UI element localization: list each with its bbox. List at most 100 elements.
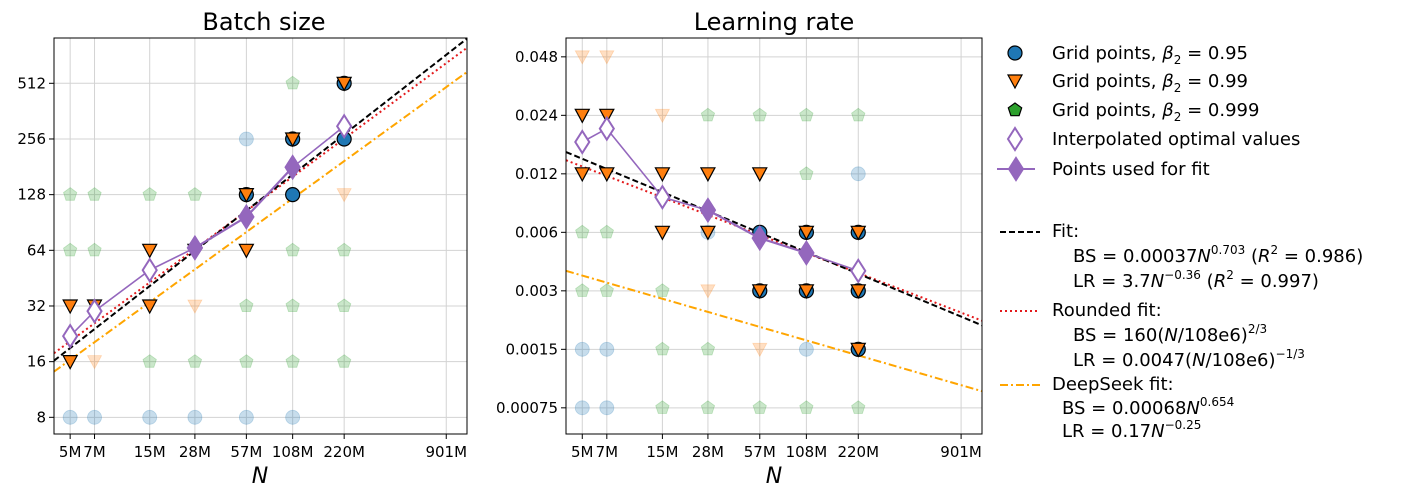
legend-item-grid-0999: Grid points, β2 = 0.999 <box>1052 100 1259 124</box>
right-faded-point <box>850 166 866 182</box>
left-faded-point <box>62 409 78 425</box>
right-faded-point <box>799 166 814 180</box>
left-chart-title: Batch size <box>202 8 325 36</box>
right-grid-point <box>574 108 591 124</box>
right-fit-point <box>699 197 717 224</box>
legend-fit-lr: LR = 3.7N−0.36 (R2 = 0.997) <box>1073 268 1319 292</box>
right-faded-point <box>599 283 614 297</box>
left-x-tick-label: 57M <box>230 443 262 461</box>
right-faded-point <box>752 342 768 358</box>
left-interpolated-point <box>61 323 79 349</box>
right-y-tick-label: 0.0015 <box>506 340 559 358</box>
left-faded-point <box>87 409 102 425</box>
right-y-tick-labels: 0.00075 0.0015 0.003 0.006 0.012 0.024 0.048 <box>496 48 566 417</box>
left-fit-line <box>54 38 467 362</box>
left-faded-point <box>336 188 352 203</box>
right-grid-point <box>654 167 671 183</box>
right-x-tick-label: 57M <box>744 443 776 461</box>
right-grid <box>566 38 982 434</box>
right-faded-point <box>700 341 716 356</box>
left-y-tick-label: 16 <box>27 353 46 371</box>
right-interpolated-point <box>574 129 591 155</box>
right-grid-point <box>798 284 815 300</box>
right-x-tick-label: 220M <box>837 443 879 461</box>
left-y-tick-label: 256 <box>17 130 46 148</box>
left-fit-point <box>284 154 301 181</box>
left-faded-point <box>238 131 254 147</box>
right-x-tick-label: 5M <box>571 443 594 461</box>
right-faded-point <box>752 400 767 414</box>
left-faded-point <box>87 242 102 257</box>
left-x-tick-label: 108M <box>272 443 314 461</box>
right-plot-frame <box>565 37 983 435</box>
right-y-tick-label: 0.003 <box>515 282 558 300</box>
right-grid-point <box>654 225 671 241</box>
legend-fit-bs: BS = 0.00037N0.703 (R2 = 0.986) <box>1073 243 1363 267</box>
right-faded-point <box>575 283 590 297</box>
right-x-tick-labels: 5M 7M 15M 28M 57M 108M 220M 901M <box>571 434 982 461</box>
left-x-axis-label: N <box>252 464 268 489</box>
left-x-tick-label: 220M <box>323 443 365 461</box>
legend-hollow-diamond-swatch <box>1006 126 1024 152</box>
left-y-tick-label: 128 <box>17 186 46 204</box>
left-interpolated-point <box>335 113 353 140</box>
legend-item-fit-points: Points used for fit <box>1052 159 1210 180</box>
legend-deepseek-lr: LR = 0.17N−0.25 <box>1062 418 1201 442</box>
right-grid-point <box>598 167 615 183</box>
legend-rounded-bs: BS = 160(N/108e6)2/3 <box>1073 322 1267 346</box>
right-chart-title: Learning rate <box>694 8 855 36</box>
left-faded-point <box>63 187 78 201</box>
left-grid-point <box>284 132 301 148</box>
left-faded-point <box>142 354 157 368</box>
left-faded-point <box>187 299 203 314</box>
left-grid <box>54 38 467 434</box>
right-fit-lines <box>566 151 982 393</box>
left-plot-frame <box>53 37 468 435</box>
legend-deepseek-title: DeepSeek fit: <box>1052 374 1174 395</box>
right-rounded-line <box>566 159 982 322</box>
left-grid-point <box>238 188 255 203</box>
right-grid-point <box>850 284 867 300</box>
right-faded-point <box>574 341 590 357</box>
left-deepseek-line <box>54 71 467 373</box>
left-fit-points-line <box>194 166 294 249</box>
left-grid-point <box>285 187 301 203</box>
left-x-tick-label: 28M <box>179 443 211 461</box>
right-faded-point <box>851 400 866 414</box>
right-x-tick-label: 7M <box>596 443 619 461</box>
left-x-tick-label: 5M <box>59 443 82 461</box>
right-faded-point <box>700 107 716 122</box>
left-grid-point <box>141 299 158 315</box>
left-x-tick-label: 7M <box>83 443 106 461</box>
left-x-tick-label: 15M <box>134 443 166 461</box>
right-faded-point <box>700 284 716 299</box>
right-interpolated-point <box>850 258 867 284</box>
left-data-points <box>61 75 353 425</box>
left-y-tick-label: 512 <box>17 74 46 92</box>
left-faded-point <box>187 409 203 425</box>
right-grid-point <box>751 284 768 300</box>
right-interpolated-point <box>654 184 671 211</box>
right-faded-point <box>599 341 615 357</box>
right-x-axis-label: N <box>766 464 782 489</box>
legend-deepseek-bs: BS = 0.00068N0.654 <box>1062 395 1234 419</box>
left-grid-point <box>62 355 79 370</box>
legend-orange-triangle-swatch <box>1006 74 1024 90</box>
right-faded-point <box>798 341 814 357</box>
left-grid-point <box>62 299 79 315</box>
legend-fit-title: Fit: <box>1052 221 1079 242</box>
right-faded-point <box>799 107 814 122</box>
left-faded-point <box>337 242 352 257</box>
left-faded-point <box>187 354 203 368</box>
left-grid-point <box>238 243 255 259</box>
right-faded-point <box>655 341 670 356</box>
legend-solid-diamond-swatch <box>1007 156 1025 182</box>
left-faded-point <box>86 355 103 370</box>
legend: Grid points, β2 = 0.95 Grid points, β2 =… <box>997 43 1363 442</box>
legend-green-pentagon-swatch <box>1007 102 1023 117</box>
right-fit-point <box>751 225 768 252</box>
right-faded-point <box>599 50 615 65</box>
right-grid-point <box>850 342 867 358</box>
right-grid-point <box>699 225 716 241</box>
